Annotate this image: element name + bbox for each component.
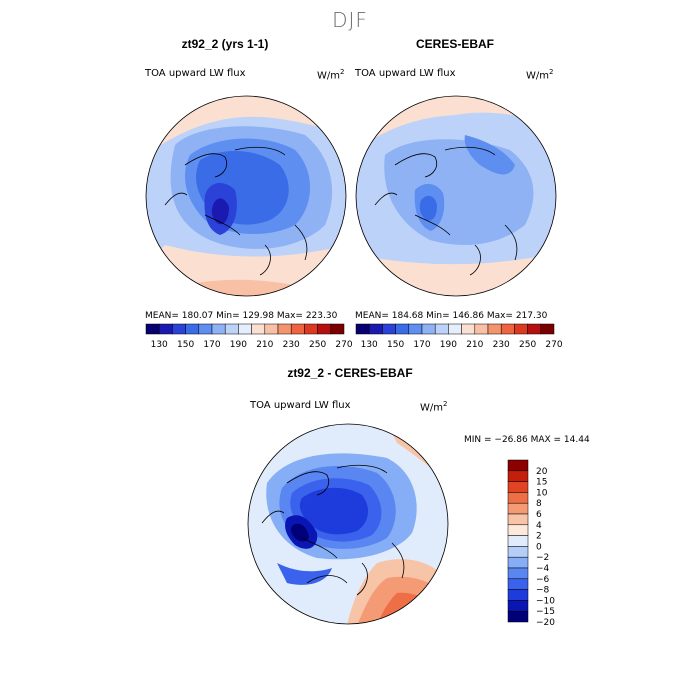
figure-title: DJF [332, 8, 368, 32]
panel-3-colorbar-swatch [507, 502, 529, 515]
panel-1-colorbar-swatch [317, 323, 332, 335]
panel-3-colorbar-swatch [507, 567, 529, 580]
panel-2-colorbar-tick-label: 230 [493, 340, 510, 350]
panel-2-colorbar-swatch [395, 323, 410, 335]
panel-1-unit: W/m2 [317, 68, 345, 82]
panel-1-map [145, 95, 347, 297]
panel-2-colorbar-swatch [474, 323, 489, 335]
panel-1-colorbar-tick-label: 230 [283, 340, 300, 350]
panel-3-colorbar-swatch [507, 470, 529, 482]
panel-3-colorbar-tick-label: 10 [536, 488, 548, 498]
panel-1-colorbar-swatch [264, 323, 279, 335]
panel-3-colorbar-swatch [507, 589, 529, 601]
panel-2-colorbar-tick-label: 170 [413, 340, 430, 350]
panel-3-colorbar-swatch [507, 578, 529, 590]
panel-3-colorbar-tick-label: −2 [536, 553, 549, 563]
panel-2-variable-label: TOA upward LW flux [355, 68, 456, 79]
panel-2-colorbar-swatch [527, 323, 542, 335]
panel-2-colorbar-tick-label: 250 [519, 340, 536, 350]
panel-1-colorbar-swatch [304, 323, 318, 335]
panel-1-colorbar-swatch [251, 323, 266, 335]
panel-3-colorbar-tick-label: 4 [536, 521, 542, 531]
panel-2-colorbar-swatch [382, 323, 396, 335]
panel-1-colorbar-swatch [277, 323, 292, 335]
panel-2-colorbar-tick-label: 130 [361, 340, 378, 350]
panel-3-colorbar-swatch [507, 492, 529, 504]
panel-3-colorbar-swatch [507, 610, 529, 623]
panel-2-colorbar-swatch [448, 323, 462, 335]
panel-1-colorbar: 130 150 170 190 210 230 250 270 [145, 323, 353, 350]
panel-2-map [355, 95, 557, 297]
panel-1-stats: MEAN= 180.07 Min= 129.98 Max= 223.30 [145, 311, 338, 321]
panel-2-colorbar: 130 150 170 190 210 230 250 270 [355, 323, 563, 350]
panel-2-colorbar-swatch [421, 323, 436, 335]
panel-3-colorbar-tick-label: −10 [536, 596, 555, 606]
panel-1-colorbar-tick-label: 170 [203, 340, 220, 350]
panel-3-colorbar-tick-label: 0 [536, 542, 542, 552]
panel-1-colorbar-tick-label: 150 [177, 340, 194, 350]
panel-1-colorbar-tick-label: 210 [256, 340, 273, 350]
panel-2-title: CERES-EBAF [415, 37, 494, 51]
panel-3-colorbar-tick-label: −20 [536, 618, 555, 628]
panel-3-map [247, 423, 449, 625]
panel-3-colorbar-swatch [507, 524, 529, 536]
panel-2-colorbar-swatch [500, 323, 515, 335]
panel-3-colorbar-tick-label: −8 [536, 586, 550, 596]
panel-3-colorbar-swatch [507, 481, 529, 493]
panel-2-colorbar-swatch [514, 323, 528, 335]
panel-1-colorbar-tick-label: 250 [309, 340, 326, 350]
panel-1-colorbar-swatch [224, 323, 239, 335]
panel-2-colorbar-swatch [355, 323, 370, 335]
panel-3-colorbar-tick-label: 2 [536, 532, 542, 542]
panel-3-colorbar-tick-label: 6 [536, 510, 542, 520]
panel-2-stats: MEAN= 184.68 Min= 146.86 Max= 217.30 [355, 311, 548, 321]
panel-1-colorbar-swatch [158, 323, 173, 335]
panel-3-colorbar-swatch [507, 513, 529, 526]
panel-3-title: zt92_2 - CERES-EBAF [287, 366, 413, 380]
panel-1-colorbar-swatch [330, 323, 345, 335]
panel-1-colorbar-swatch [172, 323, 186, 335]
panel-2-colorbar-swatch [408, 323, 423, 335]
panel-3-stats: MIN = −26.86 MAX = 14.44 [464, 435, 590, 445]
panel-2-colorbar-swatch [368, 323, 383, 335]
panel-3-colorbar-tick-label: −15 [536, 607, 555, 617]
panel-1-colorbar-tick-label: 130 [151, 340, 168, 350]
panel-3-colorbar-tick-label: −6 [536, 575, 550, 585]
panel-1-colorbar-tick-label: 270 [335, 340, 352, 350]
panel-2-colorbar-swatch [540, 323, 555, 335]
panel-3-colorbar-swatch [507, 556, 529, 569]
panel-2-colorbar-tick-label: 150 [387, 340, 404, 350]
panel-1-colorbar-tick-label: 190 [230, 340, 247, 350]
panel-1-colorbar-swatch [198, 323, 213, 335]
panel-1-colorbar-swatch [290, 323, 305, 335]
panel-3-unit: W/m2 [420, 400, 448, 414]
panel-3-colorbar-tick-label: −4 [536, 564, 550, 574]
panel-2-colorbar-tick-label: 270 [545, 340, 562, 350]
panel-2-colorbar-tick-label: 190 [440, 340, 457, 350]
panel-2-colorbar-tick-label: 210 [466, 340, 483, 350]
panel-3-colorbar-tick-label: 20 [536, 467, 548, 477]
panel-3-colorbar-swatch [507, 546, 529, 558]
panel-2-colorbar-swatch [434, 323, 449, 335]
panel-3-variable-label: TOA upward LW flux [250, 400, 351, 411]
panel-1-variable-label: TOA upward LW flux [145, 68, 246, 79]
panel-1-colorbar-swatch [145, 323, 160, 335]
panel-3-colorbar-tick-label: 15 [536, 478, 547, 488]
panel-1-colorbar-swatch [238, 323, 252, 335]
panel-1-title: zt92_2 (yrs 1-1) [181, 37, 269, 51]
panel-2-colorbar-swatch [461, 323, 476, 335]
panel-2-unit: W/m2 [526, 68, 554, 82]
panel-1-colorbar-swatch [185, 323, 200, 335]
panel-3-colorbar-swatch [507, 535, 529, 547]
panel-1-colorbar-swatch [211, 323, 226, 335]
panel-2-colorbar-swatch [487, 323, 502, 335]
panel-3-colorbar-swatch [507, 459, 529, 472]
panel-3-colorbar-swatch [507, 600, 529, 612]
panel-3-colorbar-tick-label: 8 [536, 499, 542, 509]
